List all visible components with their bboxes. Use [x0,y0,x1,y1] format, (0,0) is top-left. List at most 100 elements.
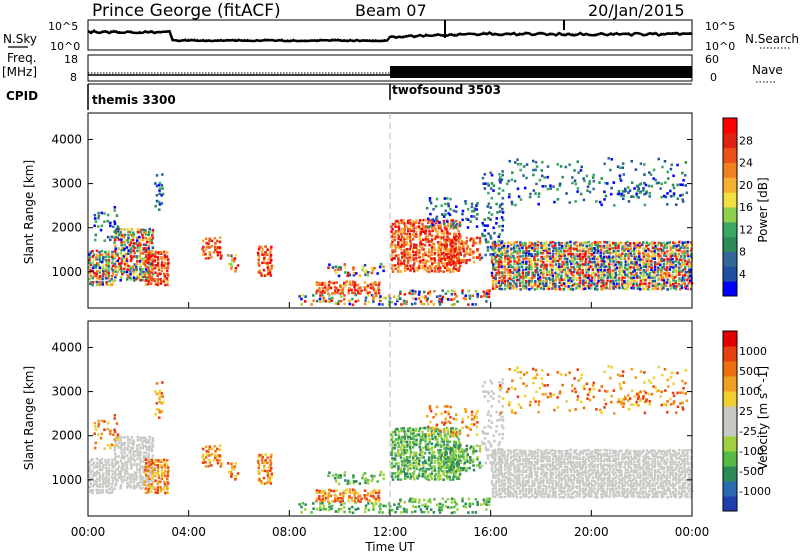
power-cell [608,273,612,276]
velocity-cell [141,446,145,450]
power-cell [521,271,525,274]
power-cell [494,244,497,248]
velocity-cell [93,482,96,486]
power-cell [93,217,97,220]
velocity-cell [231,467,234,470]
power-cell [226,254,230,257]
power-cell [427,270,431,274]
velocity-cell [552,454,555,458]
power-cell [587,240,590,244]
power-cell [657,254,660,257]
power-cell [656,273,659,277]
velocity-cell [354,496,357,500]
velocity-cell [531,482,534,485]
velocity-cell [443,433,447,436]
power-cell [515,250,518,253]
power-cell [606,249,609,253]
power-cell [635,194,639,198]
power-cell [370,271,374,275]
power-cell [416,269,419,272]
velocity-cell [495,474,498,477]
velocity-cell [136,435,140,439]
power-cell [485,295,488,298]
power-cell [110,274,114,278]
power-cell [533,249,536,253]
power-cell [449,219,453,222]
velocity-cell [150,447,153,450]
power-cell [142,228,145,232]
velocity-cell [497,455,500,458]
power-cell [416,225,419,228]
power-cell [435,197,439,201]
power-cell [545,265,548,268]
velocity-cell [503,468,507,471]
velocity-cell [536,478,539,482]
velocity-cell [324,494,327,497]
velocity-cell [431,437,434,441]
power-cell [549,265,552,269]
power-cell [503,281,506,285]
velocity-cell [161,400,165,404]
power-cell [683,255,686,258]
velocity-cell [504,465,507,468]
velocity-cell [486,454,490,457]
velocity-cell [469,447,472,450]
velocity-cell [92,472,96,475]
velocity-cell [92,461,96,465]
power-cell [536,244,539,247]
power-cell [490,173,494,177]
power-cell [442,248,446,251]
velocity-cell [515,495,519,499]
velocity-cell [373,474,376,478]
velocity-cell [566,457,569,461]
velocity-cell [528,460,531,464]
velocity-cell [506,462,509,465]
velocity-cell [560,486,564,490]
power-cell [689,274,692,277]
power-cell [204,237,208,241]
velocity-cell [424,470,427,473]
velocity-cell [542,475,545,479]
power-cell [678,271,681,274]
power-cell [660,182,663,186]
power-cell [690,255,693,258]
power-cell [654,263,657,266]
velocity-cell [144,473,148,477]
velocity-cell [437,434,441,438]
velocity-cell [434,437,438,441]
power-cell [456,269,459,273]
power-cell [509,274,512,278]
power-cell [426,234,430,238]
power-cell [600,246,603,249]
power-cell [471,252,475,256]
power-cell [489,218,492,221]
velocity-cell [328,488,331,492]
velocity-cell [364,478,367,482]
power-cell [684,184,687,187]
velocity-cell [427,510,430,514]
power-cell [139,272,142,276]
power-cell [498,271,501,274]
power-cell [455,205,458,208]
power-cell [126,227,129,231]
velocity-cell [402,457,406,460]
velocity-cell [554,479,557,483]
power-cell [300,297,303,301]
power-cell [663,281,666,285]
power-cell [488,289,491,292]
velocity-cell [536,455,540,458]
velocity-cell [333,499,336,503]
power-cell [573,241,576,245]
power-cell [647,247,650,251]
power-cell [135,270,138,273]
velocity-cell [324,497,328,500]
power-cell [343,294,346,297]
velocity-cell [151,468,155,471]
power-cell [432,208,435,211]
velocity-cell [139,460,142,463]
power-cell [493,242,497,245]
power-cell [89,282,92,286]
velocity-cell [132,463,136,466]
power-cell [369,286,373,290]
velocity-cell [509,449,512,453]
